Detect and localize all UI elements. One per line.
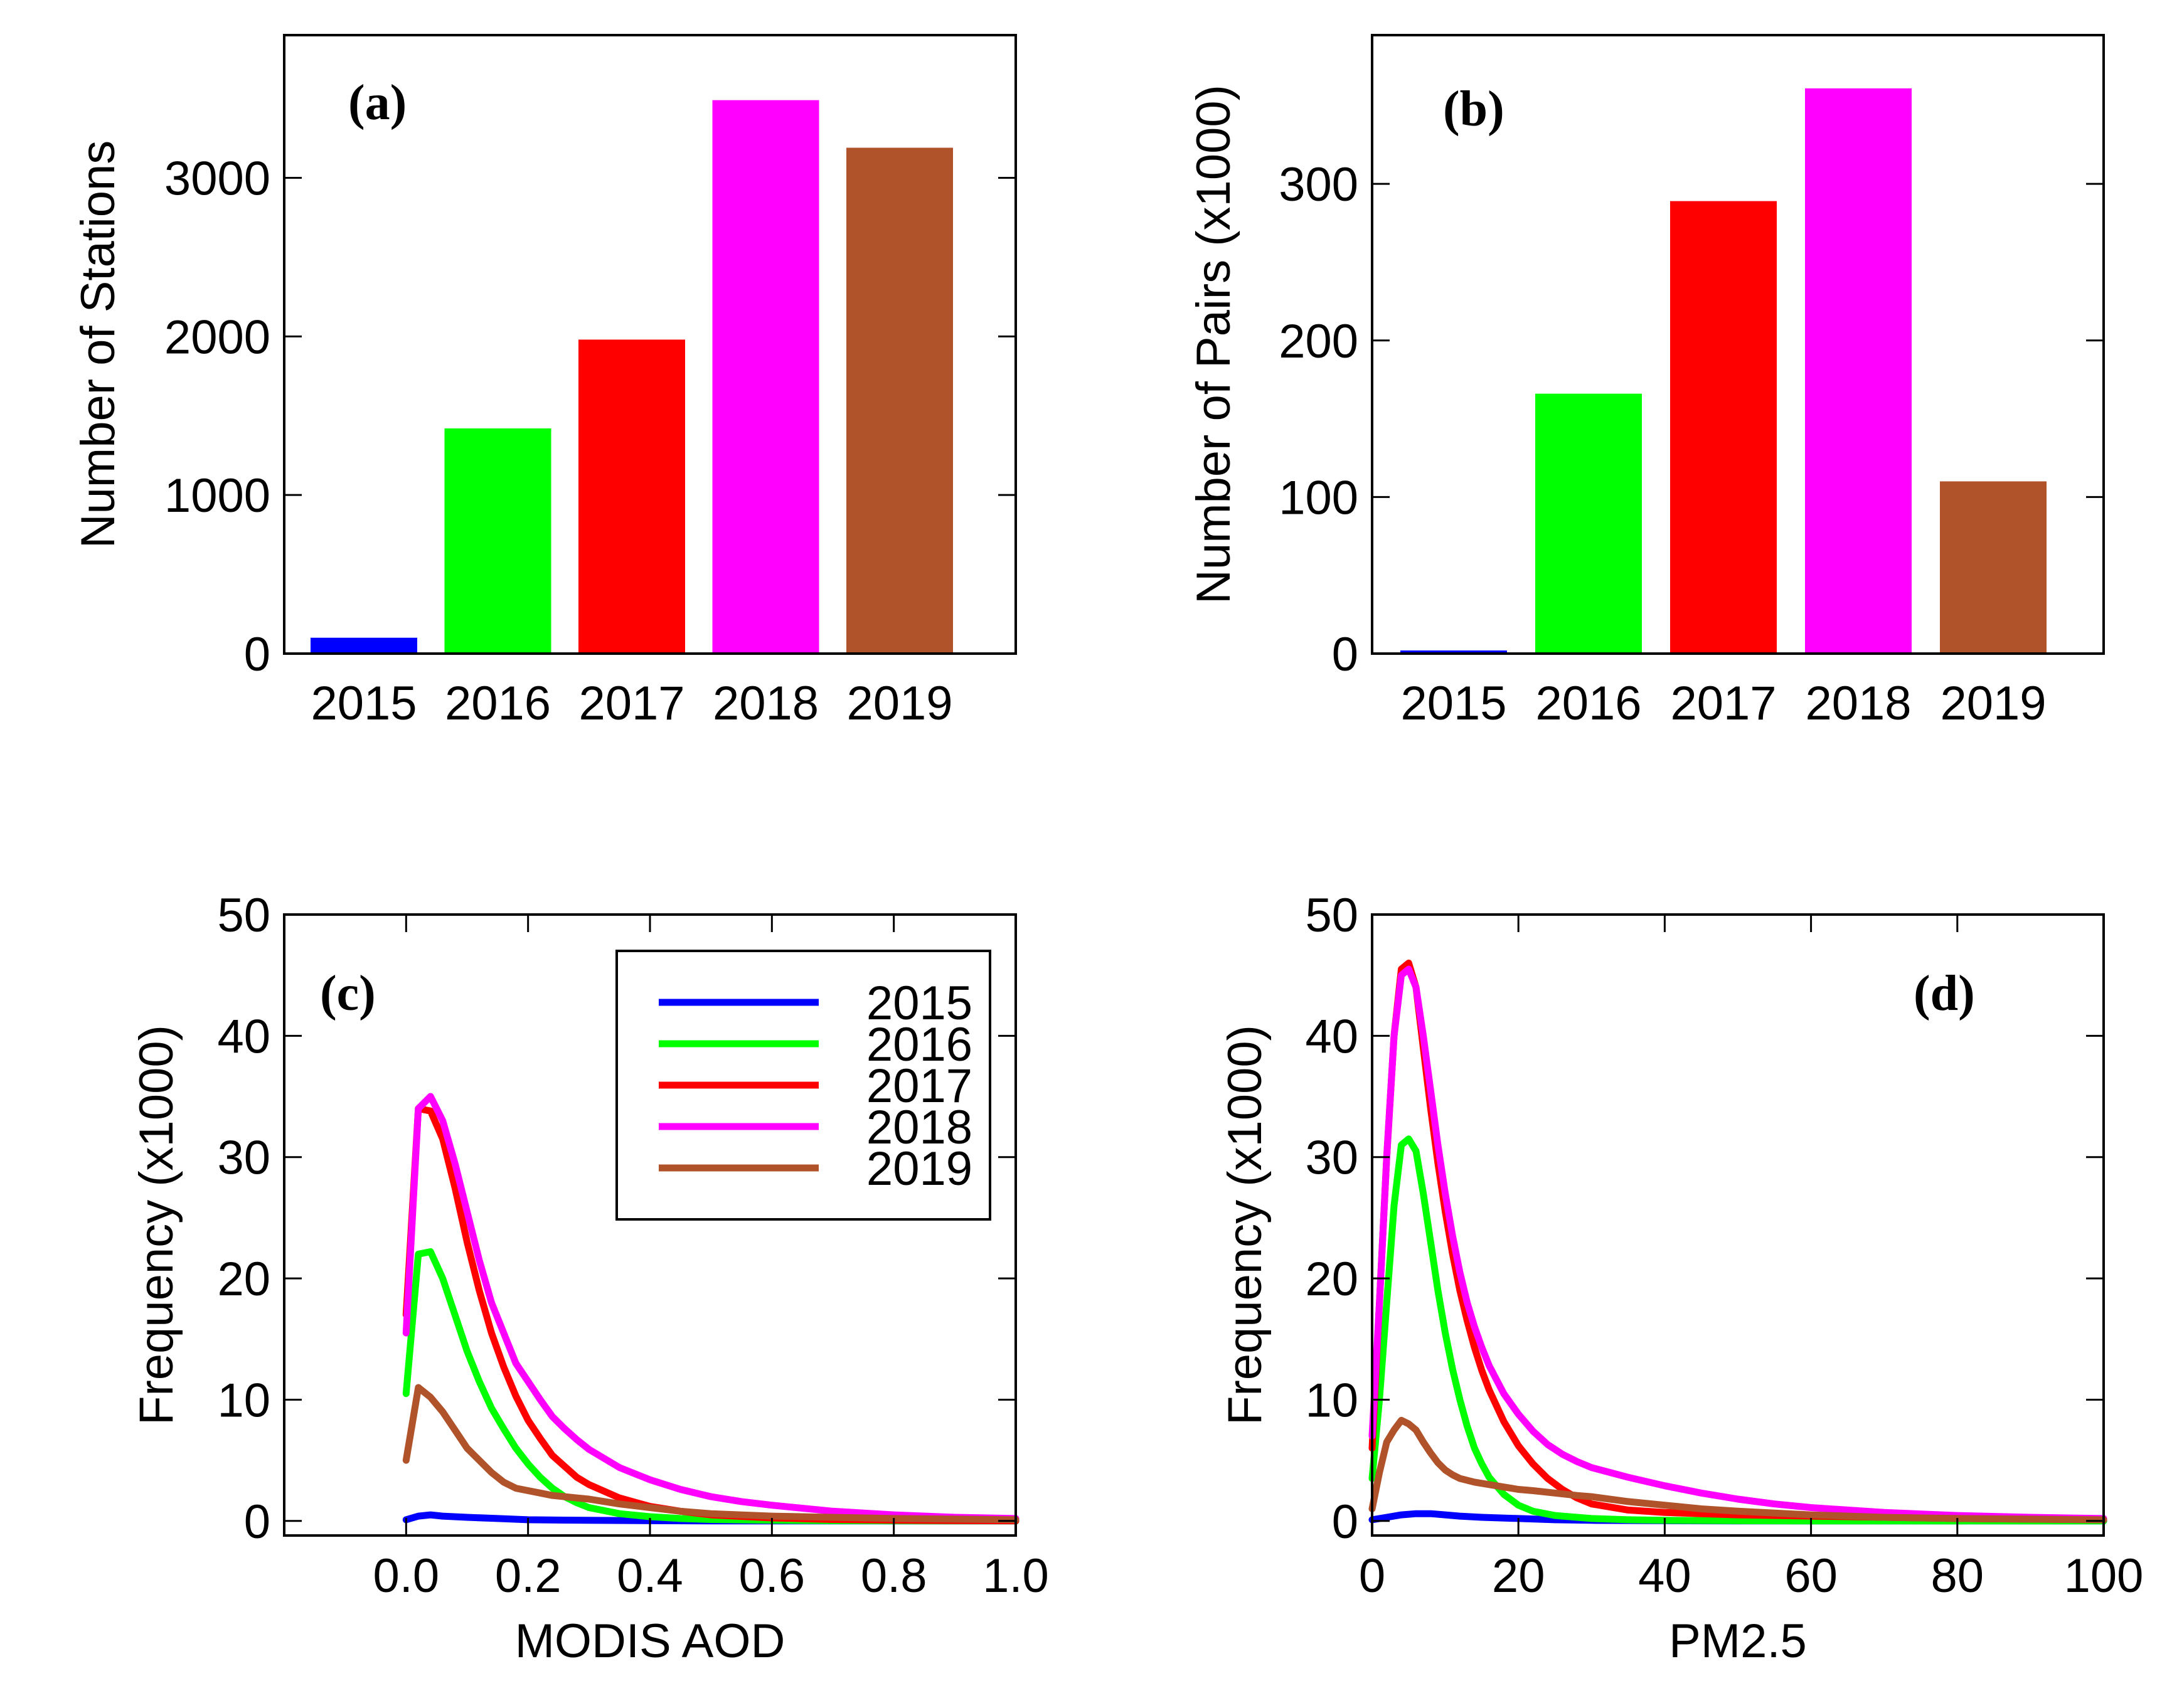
panel-b: (b) Number of Pairs (x1000) 0 100 200 300 20… <box>1187 34 2105 730</box>
xtick-label: 2017 <box>1670 677 1776 730</box>
bar-a-2018 <box>712 100 819 654</box>
series-line-c-2018 <box>402 1093 1020 1522</box>
legend-label-2017: 2017 <box>866 1059 972 1113</box>
ytick-label: 0 <box>1332 1495 1358 1549</box>
xtick-label: 2018 <box>1805 677 1911 730</box>
ytick-label: 20 <box>1305 1253 1358 1306</box>
xtick-label: 0.6 <box>739 1549 806 1603</box>
ytick-label: 30 <box>217 1132 270 1185</box>
bar-a-2019 <box>846 147 953 654</box>
ytick-label: 50 <box>1305 889 1358 942</box>
bar-a-2017 <box>578 339 685 654</box>
ytick-label: 10 <box>217 1374 270 1427</box>
ytick-label: 10 <box>1305 1374 1358 1427</box>
xtick-label: 40 <box>1638 1549 1691 1603</box>
series-line-c-2019 <box>402 1384 1020 1524</box>
ytick-label: 0 <box>244 1495 270 1549</box>
panel-b-ylabel: Number of Pairs (x1000) <box>1187 85 1240 604</box>
ytick-label: 2000 <box>164 310 270 364</box>
legend-label-2018: 2018 <box>866 1101 972 1154</box>
ytick-label: 50 <box>217 889 270 942</box>
panel-d-label: (d) <box>1914 966 1975 1021</box>
xtick-label: 2015 <box>1400 677 1506 730</box>
panel-c-xlabel: MODIS AOD <box>515 1615 785 1668</box>
xtick-label: 0 <box>1359 1549 1385 1603</box>
xtick-label: 2016 <box>1535 677 1641 730</box>
panel-a-frame <box>283 34 1017 655</box>
ytick-label: 20 <box>217 1253 270 1306</box>
panel-b-frame <box>1371 34 2105 655</box>
xtick-label: 2015 <box>311 677 417 730</box>
xtick-label: 0.2 <box>495 1549 562 1603</box>
panel-a: (a) Number of Stations 0 1000 2000 3000 2015… <box>72 34 1017 730</box>
xtick-label: 100 <box>2064 1549 2144 1603</box>
xtick-label: 20 <box>1492 1549 1545 1603</box>
xtick-label: 2016 <box>445 677 551 730</box>
ytick-label: 30 <box>1305 1132 1358 1185</box>
panel-a-plot-area <box>311 100 953 654</box>
panel-c-ylabel: Frequency (x1000) <box>130 1025 183 1425</box>
xtick-label: 2019 <box>846 677 952 730</box>
panel-b-label: (b) <box>1443 82 1504 137</box>
panel-d-ylabel: Frequency (x1000) <box>1218 1025 1272 1425</box>
xtick-label: 2019 <box>1940 677 2046 730</box>
bar-b-2016 <box>1535 393 1642 654</box>
series-line-d-2016 <box>1368 1135 2107 1525</box>
legend-label-2019: 2019 <box>866 1142 972 1196</box>
panel-a-ylabel: Number of Stations <box>72 141 125 549</box>
xtick-label: 2018 <box>713 677 819 730</box>
bar-a-2016 <box>444 428 551 654</box>
panel-c-label: (c) <box>320 966 376 1021</box>
ytick-label: 40 <box>217 1010 270 1063</box>
bar-a-2015 <box>311 637 417 654</box>
xtick-label: 60 <box>1784 1549 1838 1603</box>
ytick-label: 40 <box>1305 1010 1358 1063</box>
xtick-label: 2017 <box>578 677 684 730</box>
bar-b-2015 <box>1400 650 1507 654</box>
xtick-label: 0.8 <box>861 1549 927 1603</box>
xtick-label: 0.4 <box>617 1549 683 1603</box>
ytick-label: 300 <box>1279 158 1358 211</box>
ytick-label: 3000 <box>164 152 270 206</box>
panel-d-plot-area <box>1368 959 2107 1525</box>
ytick-label: 0 <box>1332 628 1358 681</box>
ytick-label: 1000 <box>164 469 270 522</box>
ytick-label: 0 <box>244 628 270 681</box>
xtick-label: 80 <box>1931 1549 1984 1603</box>
panel-d-frame <box>1371 913 2105 1537</box>
legend-label-2016: 2016 <box>866 1018 972 1071</box>
legend-label-2015: 2015 <box>866 977 972 1030</box>
series-line-d-2019 <box>1368 1416 2107 1524</box>
panel-b-plot-area <box>1400 88 2047 654</box>
ytick-label: 100 <box>1279 471 1358 524</box>
xtick-label: 0.0 <box>373 1549 440 1603</box>
panel-c: (c) Frequency (x1000) MODIS AOD 20152016… <box>130 889 1049 1668</box>
series-line-d-2017 <box>1368 959 2107 1524</box>
panel-d-xlabel: PM2.5 <box>1669 1615 1807 1668</box>
bar-b-2019 <box>1940 481 2047 654</box>
xtick-label: 1.0 <box>982 1549 1049 1603</box>
bar-b-2018 <box>1805 88 1912 654</box>
series-line-d-2018 <box>1368 965 2107 1522</box>
ytick-label: 200 <box>1279 315 1358 368</box>
panel-d: (d) Frequency (x1000) PM2.5 0 10 20 30 40 50 0… <box>1218 889 2143 1668</box>
panel-a-label: (a) <box>348 75 407 130</box>
bar-b-2017 <box>1670 201 1777 654</box>
